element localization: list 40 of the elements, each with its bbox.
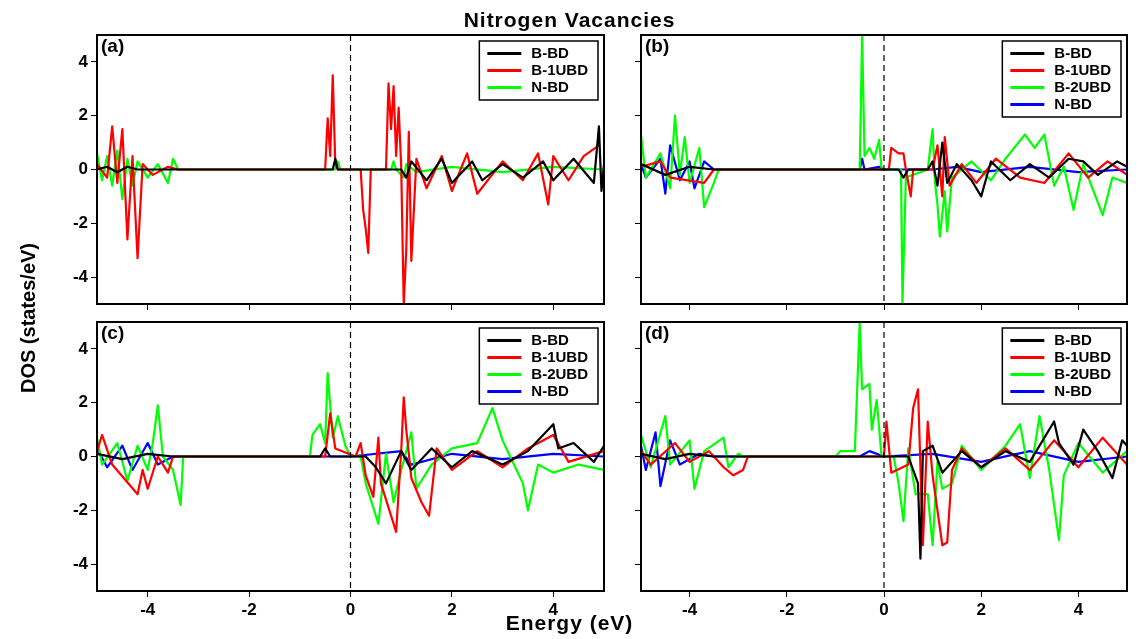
- legend-label: B-2UBD: [1054, 364, 1112, 382]
- y-tick-label: -4: [72, 266, 89, 286]
- legend-label: B-BD: [531, 43, 569, 61]
- y-tick-label: -2: [72, 499, 88, 519]
- legend-label: B-BD: [1054, 330, 1092, 348]
- x-tick-label: -4: [140, 599, 156, 619]
- x-tick-label: 0: [345, 599, 356, 619]
- y-tick-label: 0: [78, 446, 88, 466]
- legend-label: B-1UBD: [531, 347, 589, 365]
- y-axis-title: DOS (states/eV): [16, 242, 40, 394]
- x-tick-label: 0: [879, 599, 889, 619]
- x-tick-label: -4: [682, 599, 698, 619]
- x-tick-label: -2: [779, 599, 795, 619]
- y-tick-label: 0: [78, 159, 88, 179]
- legend-label: B-BD: [531, 330, 569, 348]
- y-tick-label: 4: [78, 338, 89, 358]
- annotation: (d): [645, 321, 670, 343]
- legend-label: N-BD: [1054, 94, 1092, 112]
- y-tick-label: 2: [78, 105, 88, 125]
- legend-label: B-1UBD: [1054, 60, 1112, 78]
- legend-label: B-2UBD: [531, 364, 589, 382]
- legend-label: B-BD: [1054, 43, 1092, 61]
- x-tick-label: -2: [241, 599, 257, 619]
- y-tick-label: -4: [72, 553, 89, 573]
- annotation: (b): [645, 34, 670, 56]
- y-tick-label: -2: [72, 212, 88, 232]
- x-tick-label: 2: [976, 599, 986, 619]
- annotation: (c): [101, 321, 125, 343]
- y-tick-label: 2: [78, 392, 88, 412]
- legend-label: B-1UBD: [1054, 347, 1112, 365]
- legend-label: N-BD: [531, 381, 569, 399]
- legend-label: N-BD: [531, 77, 569, 95]
- chart-title: Nitrogen Vacancies: [462, 8, 677, 32]
- x-tick-label: 2: [447, 599, 457, 619]
- legend-label: B-1UBD: [531, 60, 589, 78]
- x-tick-label: 4: [1073, 599, 1084, 619]
- annotation: (a): [101, 34, 125, 56]
- y-tick-label: 4: [78, 51, 89, 71]
- legend-label: B-2UBD: [1054, 77, 1112, 95]
- legend-label: N-BD: [1054, 381, 1092, 399]
